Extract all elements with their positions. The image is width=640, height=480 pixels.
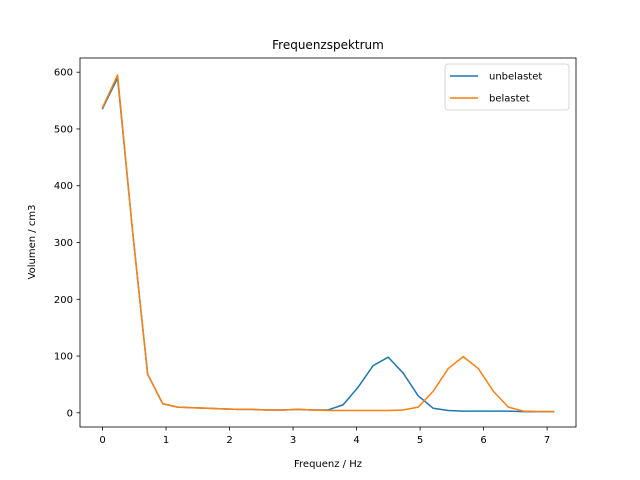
- legend-label-belastet: belastet: [489, 94, 530, 105]
- x-tick-label: 2: [226, 435, 232, 446]
- series-lines: [101, 74, 555, 413]
- x-tick-label: 5: [417, 435, 423, 446]
- y-tick-label: 100: [54, 352, 73, 363]
- x-tick-label: 4: [353, 435, 359, 446]
- x-tick-label: 7: [544, 435, 550, 446]
- y-axis: 0 100 200 300 400 500 600: [54, 68, 80, 419]
- series-line-belastet: [101, 74, 555, 413]
- x-tick-label: 6: [480, 435, 486, 446]
- y-tick-label: 0: [67, 408, 73, 419]
- y-tick-label: 500: [54, 124, 73, 135]
- y-tick-label: 200: [54, 295, 73, 306]
- x-tick-label: 1: [163, 435, 169, 446]
- legend-label-unbelastet: unbelastet: [489, 72, 542, 83]
- y-axis-label: Volumen / cm3: [27, 205, 38, 280]
- x-axis-label: Frequenz / Hz: [294, 459, 362, 470]
- y-tick-label: 300: [54, 238, 73, 249]
- y-tick-label: 600: [54, 68, 73, 79]
- x-tick-label: 0: [99, 435, 105, 446]
- x-tick-label: 3: [290, 435, 296, 446]
- legend: unbelastet belastet: [444, 63, 570, 111]
- chart-title: Frequenzspektrum: [272, 38, 384, 52]
- y-tick-label: 400: [54, 181, 73, 192]
- x-axis: 0 1 2 3 4 5 6 7: [99, 427, 550, 446]
